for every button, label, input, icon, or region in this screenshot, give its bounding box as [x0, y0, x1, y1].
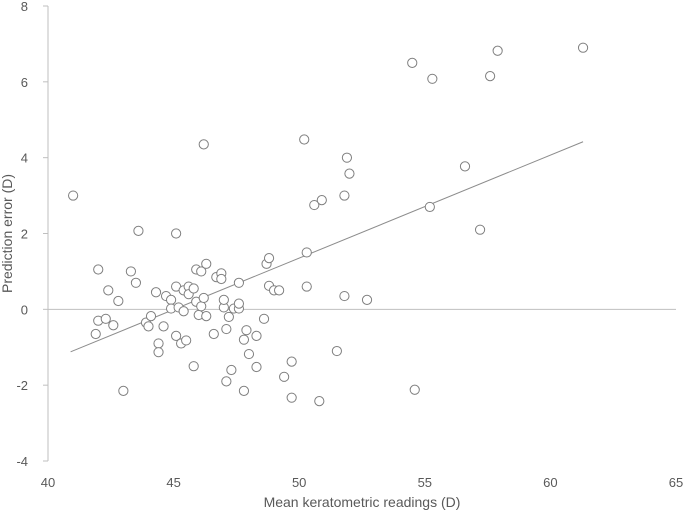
data-point: [108, 320, 119, 331]
data-point: [263, 253, 275, 264]
data-point: [286, 392, 297, 403]
data-point: [361, 294, 373, 305]
data-point: [474, 224, 486, 235]
data-point: [100, 313, 111, 324]
y-tick-label: 6: [21, 75, 28, 90]
data-point: [409, 384, 420, 395]
data-point: [125, 266, 136, 277]
y-tick-label: 4: [21, 151, 28, 166]
data-point: [309, 199, 320, 211]
data-point: [181, 335, 192, 346]
data-point: [178, 306, 189, 317]
data-point: [188, 361, 199, 372]
data-point: [201, 258, 212, 269]
data-point: [459, 161, 471, 172]
data-point: [171, 330, 182, 341]
data-point: [233, 277, 245, 288]
data-point: [165, 294, 177, 305]
data-point: [103, 285, 114, 296]
data-point: [279, 371, 290, 382]
data-point: [339, 190, 350, 201]
data-point: [90, 328, 101, 340]
data-point: [113, 295, 124, 307]
y-tick-label: 2: [21, 227, 28, 242]
x-tick-label: 65: [669, 475, 683, 490]
data-point: [118, 385, 129, 396]
data-points: [68, 42, 589, 407]
y-tick-label: 0: [21, 302, 28, 317]
data-point: [243, 348, 255, 360]
data-point: [427, 73, 438, 84]
data-point: [407, 57, 418, 68]
data-point: [331, 345, 342, 357]
data-point: [198, 292, 209, 304]
data-point: [577, 42, 589, 53]
data-point: [258, 313, 270, 324]
x-tick-label: 45: [166, 475, 180, 490]
data-point: [196, 301, 207, 312]
data-point: [251, 361, 262, 373]
data-point: [198, 139, 209, 150]
y-axis-title: Prediction error (D): [0, 174, 15, 293]
data-point: [216, 273, 227, 285]
data-point: [145, 311, 157, 322]
data-point: [299, 134, 310, 145]
x-tick-label: 40: [41, 475, 55, 490]
x-tick-label: 50: [292, 475, 306, 490]
data-point: [133, 225, 144, 236]
data-point: [150, 287, 162, 298]
data-point: [208, 328, 219, 340]
data-point: [301, 281, 312, 292]
data-point: [143, 321, 154, 332]
data-point: [492, 45, 503, 56]
data-point: [153, 347, 164, 358]
data-point: [485, 71, 496, 82]
data-point: [251, 330, 262, 341]
data-point: [286, 356, 297, 367]
data-point: [424, 201, 435, 213]
data-point: [223, 311, 234, 323]
y-tick-label: 8: [21, 0, 28, 14]
data-point: [221, 323, 232, 335]
data-point: [344, 168, 355, 179]
data-point: [218, 294, 229, 305]
data-point: [196, 266, 207, 277]
data-point: [201, 311, 212, 322]
data-point: [314, 395, 325, 407]
y-tick-label: -2: [16, 378, 28, 393]
x-tick-labels: 40 45 50 55 60 65: [41, 475, 683, 490]
y-tick-labels: -4 -2 0 2 4 6 8: [16, 0, 48, 469]
y-tick-label: -4: [16, 454, 28, 469]
x-tick-label: 60: [543, 475, 557, 490]
data-point: [233, 298, 245, 309]
data-point: [221, 376, 232, 387]
data-point: [130, 277, 142, 288]
data-point: [339, 290, 350, 302]
data-point: [93, 264, 104, 275]
data-point: [301, 247, 312, 258]
data-point: [171, 228, 182, 239]
data-point: [226, 364, 237, 376]
data-point: [241, 325, 252, 336]
x-axis-title: Mean keratometric readings (D): [264, 494, 461, 510]
data-point: [68, 190, 79, 201]
data-point: [238, 334, 250, 345]
data-point: [316, 195, 327, 206]
data-point: [238, 385, 250, 396]
data-point: [274, 285, 285, 296]
data-point: [341, 152, 353, 163]
data-point: [158, 321, 169, 332]
data-point: [153, 338, 164, 349]
data-point: [188, 283, 199, 294]
x-tick-label: 55: [418, 475, 432, 490]
